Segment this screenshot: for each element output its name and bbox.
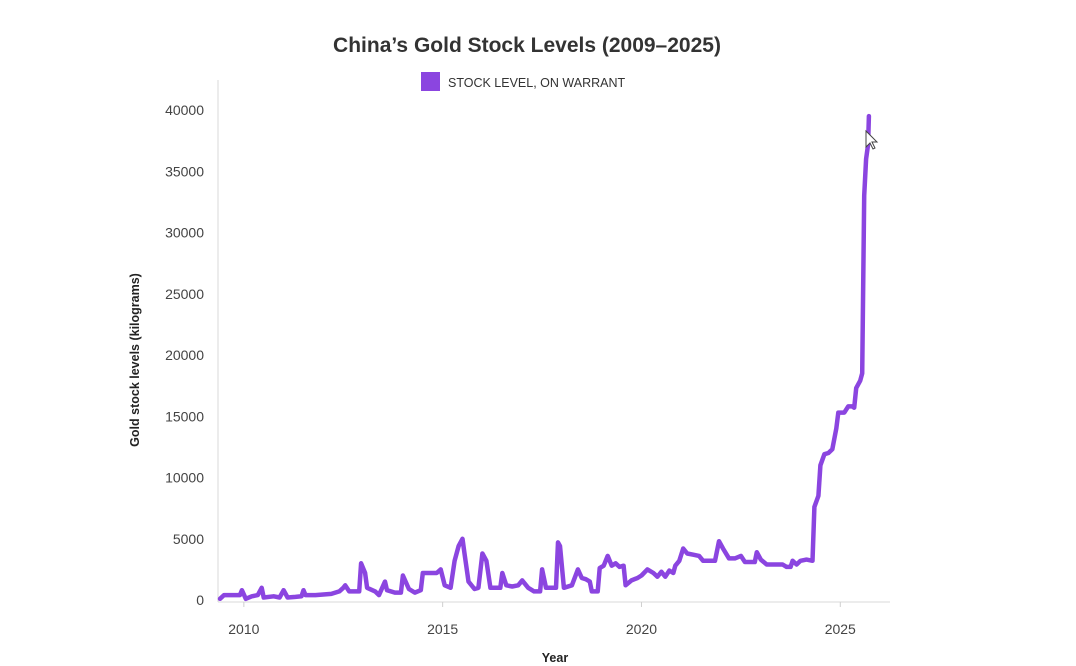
x-tick-label: 2020 bbox=[626, 621, 657, 637]
y-tick-label: 5000 bbox=[173, 531, 204, 547]
x-tick-labels: 2010 2015 2020 2025 bbox=[228, 602, 856, 637]
y-axis-label: Gold stock levels (kilograms) bbox=[128, 273, 142, 447]
mouse-pointer-icon bbox=[865, 129, 879, 150]
y-tick-label: 40000 bbox=[165, 102, 204, 118]
series-group bbox=[217, 113, 872, 602]
legend[interactable]: STOCK LEVEL, ON WARRANT bbox=[421, 72, 625, 91]
x-tick-label: 2010 bbox=[228, 621, 259, 637]
chart-title: China’s Gold Stock Levels (2009–2025) bbox=[333, 34, 721, 57]
y-tick-label: 30000 bbox=[165, 225, 204, 241]
x-tick-label: 2015 bbox=[427, 621, 458, 637]
series-line-stock-level[interactable] bbox=[217, 113, 872, 602]
legend-label: STOCK LEVEL, ON WARRANT bbox=[448, 76, 625, 90]
y-tick-labels: 0 5000 10000 15000 20000 25000 30000 35000 40000 bbox=[165, 102, 204, 608]
y-tick-label: 20000 bbox=[165, 347, 204, 363]
x-tick-label: 2025 bbox=[825, 621, 856, 637]
y-tick-label: 15000 bbox=[165, 408, 204, 424]
legend-swatch bbox=[421, 72, 440, 91]
y-tick-label: 35000 bbox=[165, 163, 204, 179]
y-tick-label: 0 bbox=[196, 592, 204, 608]
y-tick-label: 25000 bbox=[165, 286, 204, 302]
y-tick-label: 10000 bbox=[165, 470, 204, 486]
x-axis-label: Year bbox=[542, 651, 569, 665]
